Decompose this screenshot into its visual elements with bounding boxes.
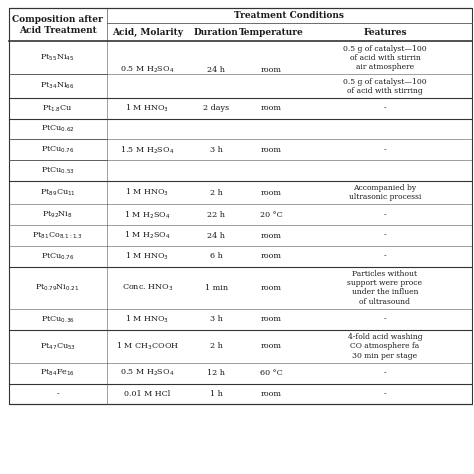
Text: 1 h: 1 h (210, 390, 223, 398)
Text: PtCu$_{0.36}$: PtCu$_{0.36}$ (41, 314, 74, 325)
Text: Pt$_{47}$Cu$_{53}$: Pt$_{47}$Cu$_{53}$ (39, 341, 76, 352)
Text: Composition after
Acid Treatment: Composition after Acid Treatment (12, 15, 103, 35)
Text: room: room (260, 252, 282, 260)
Text: Temperature: Temperature (238, 27, 303, 36)
Text: 1 M HNO$_3$: 1 M HNO$_3$ (125, 102, 170, 114)
Text: -: - (383, 104, 386, 112)
Text: 22 h: 22 h (207, 211, 225, 219)
Text: PtCu$_{0.53}$: PtCu$_{0.53}$ (41, 165, 74, 176)
Text: room: room (260, 232, 282, 239)
Text: PtCu$_{0.76}$: PtCu$_{0.76}$ (41, 251, 74, 262)
Text: 1 M HNO$_3$: 1 M HNO$_3$ (125, 187, 170, 199)
Text: 3 h: 3 h (210, 316, 223, 323)
Text: 1 M H$_2$SO$_4$: 1 M H$_2$SO$_4$ (124, 230, 171, 241)
Text: 6 h: 6 h (210, 252, 223, 260)
Text: room: room (260, 104, 282, 112)
Bar (9, 9, 472, 404)
Text: Duration: Duration (194, 27, 238, 36)
Text: PtCu$_{0.62}$: PtCu$_{0.62}$ (41, 124, 74, 134)
Text: room: room (260, 189, 282, 197)
Text: Accompanied by
ultrasonic processi: Accompanied by ultrasonic processi (349, 184, 421, 201)
Text: Pt$_{55}$Ni$_{45}$: Pt$_{55}$Ni$_{45}$ (40, 53, 75, 63)
Text: 0.5 M H$_2$SO$_4$: 0.5 M H$_2$SO$_4$ (120, 64, 174, 75)
Text: Pt$_{1.8}$Cu: Pt$_{1.8}$Cu (42, 103, 73, 114)
Text: 0.5 M H$_2$SO$_4$: 0.5 M H$_2$SO$_4$ (120, 368, 174, 378)
Text: Treatment Conditions: Treatment Conditions (235, 11, 344, 20)
Text: 1 M HNO$_3$: 1 M HNO$_3$ (125, 314, 170, 325)
Text: 0.5 g of catalyst—100
of acid with stirrin
air atmosphere: 0.5 g of catalyst—100 of acid with stirr… (343, 45, 427, 71)
Text: -: - (383, 390, 386, 398)
Text: room: room (260, 342, 282, 350)
Text: 3 h: 3 h (210, 146, 223, 154)
Text: 1 min: 1 min (205, 284, 228, 292)
Text: Pt$_{81}$Co$_{8.1:1.3}$: Pt$_{81}$Co$_{8.1:1.3}$ (32, 230, 83, 241)
Text: room: room (260, 66, 282, 74)
Text: 1.5 M H$_2$SO$_4$: 1.5 M H$_2$SO$_4$ (120, 144, 174, 155)
Text: Features: Features (363, 27, 407, 36)
Text: room: room (260, 390, 282, 398)
Text: Particles without
support were proce
under the influen
of ultrasound: Particles without support were proce und… (347, 270, 422, 306)
Text: -: - (383, 252, 386, 260)
Text: -: - (56, 390, 59, 398)
Text: -: - (383, 369, 386, 377)
Text: 2 h: 2 h (210, 342, 223, 350)
Text: 60 °C: 60 °C (260, 369, 283, 377)
Text: Pt$_{34}$Ni$_{66}$: Pt$_{34}$Ni$_{66}$ (40, 81, 75, 91)
Text: -: - (383, 232, 386, 239)
Text: Conc. HNO$_3$: Conc. HNO$_3$ (122, 283, 173, 293)
Text: 24 h: 24 h (207, 232, 225, 239)
Text: Pt$_{89}$Cu$_{11}$: Pt$_{89}$Cu$_{11}$ (40, 187, 76, 198)
Text: 2 h: 2 h (210, 189, 223, 197)
Text: -: - (383, 316, 386, 323)
Text: PtCu$_{0.76}$: PtCu$_{0.76}$ (41, 145, 74, 155)
Text: room: room (260, 146, 282, 154)
Text: 2 days: 2 days (203, 104, 229, 112)
Text: Pt$_{0.79}$Ni$_{0.21}$: Pt$_{0.79}$Ni$_{0.21}$ (36, 283, 80, 293)
Text: 0.01 M HCl: 0.01 M HCl (124, 390, 171, 398)
Text: room: room (260, 316, 282, 323)
Text: 1 M HNO$_3$: 1 M HNO$_3$ (125, 251, 170, 262)
Text: 4-fold acid washing
CO atmosphere fa
30 min per stage: 4-fold acid washing CO atmosphere fa 30 … (347, 333, 422, 359)
Text: -: - (383, 146, 386, 154)
Text: 24 h: 24 h (207, 66, 225, 74)
Text: Acid, Molarity: Acid, Molarity (112, 27, 183, 36)
Text: 0.5 g of catalyst—100
of acid with stirring: 0.5 g of catalyst—100 of acid with stirr… (343, 78, 427, 95)
Text: -: - (383, 211, 386, 219)
Text: 20 °C: 20 °C (260, 211, 283, 219)
Text: 1 M H$_2$SO$_4$: 1 M H$_2$SO$_4$ (124, 209, 171, 220)
Text: 1 M CH$_3$COOH: 1 M CH$_3$COOH (116, 341, 179, 352)
Text: 12 h: 12 h (207, 369, 225, 377)
Text: Pt$_{92}$Ni$_8$: Pt$_{92}$Ni$_8$ (42, 210, 73, 220)
Text: Pt$_{84}$Fe$_{16}$: Pt$_{84}$Fe$_{16}$ (40, 368, 75, 378)
Text: room: room (260, 284, 282, 292)
